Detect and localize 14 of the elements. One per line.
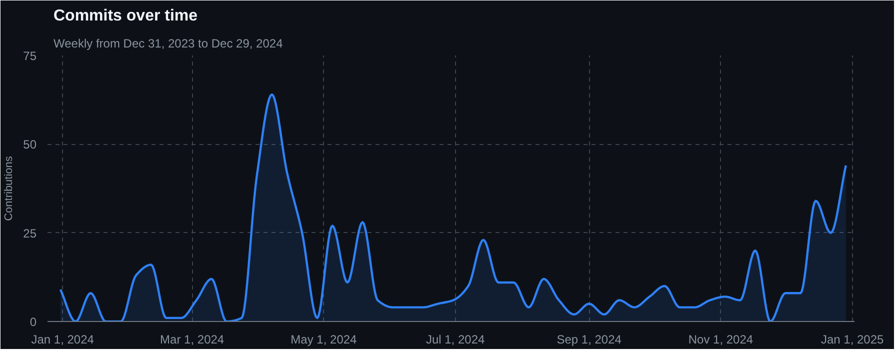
chart-subtitle: Weekly from Dec 31, 2023 to Dec 29, 2024 xyxy=(54,36,284,50)
x-tick-label: May 1, 2024 xyxy=(290,332,358,346)
x-tick-label: Jul 1, 2024 xyxy=(426,332,485,346)
y-tick-label: 75 xyxy=(23,49,37,63)
x-tick-label: Nov 1, 2024 xyxy=(688,332,754,346)
x-tick-label: Sep 1, 2024 xyxy=(556,332,622,346)
y-tick-label: 50 xyxy=(23,138,37,152)
chart-title: Commits over time xyxy=(54,8,198,24)
x-tick-label: Mar 1, 2024 xyxy=(160,332,224,346)
y-tick-label: 0 xyxy=(30,315,37,329)
x-tick-label: Jan 1, 2025 xyxy=(820,332,884,346)
y-axis-title: Contributions xyxy=(3,156,16,221)
x-tick-label: Jan 1, 2024 xyxy=(31,332,94,346)
y-tick-label: 25 xyxy=(23,226,37,240)
